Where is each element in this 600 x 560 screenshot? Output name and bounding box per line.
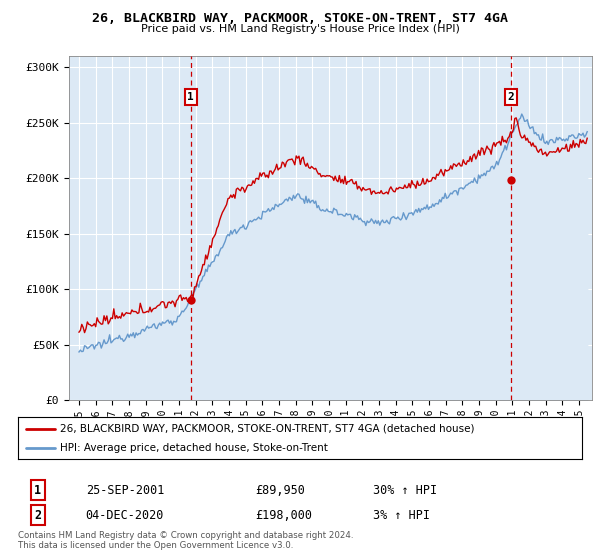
Text: 30% ↑ HPI: 30% ↑ HPI [373,483,437,497]
Text: 04-DEC-2020: 04-DEC-2020 [86,508,164,522]
Text: Contains HM Land Registry data © Crown copyright and database right 2024.
This d: Contains HM Land Registry data © Crown c… [18,531,353,550]
Text: 1: 1 [187,92,194,102]
Text: 25-SEP-2001: 25-SEP-2001 [86,483,164,497]
Text: 2: 2 [508,92,514,102]
Text: HPI: Average price, detached house, Stoke-on-Trent: HPI: Average price, detached house, Stok… [60,443,328,453]
Text: 2: 2 [34,508,41,522]
Text: 3% ↑ HPI: 3% ↑ HPI [373,508,430,522]
Text: 1: 1 [34,483,41,497]
Text: £198,000: £198,000 [255,508,312,522]
Text: 26, BLACKBIRD WAY, PACKMOOR, STOKE-ON-TRENT, ST7 4GA: 26, BLACKBIRD WAY, PACKMOOR, STOKE-ON-TR… [92,12,508,25]
Text: £89,950: £89,950 [255,483,305,497]
Text: Price paid vs. HM Land Registry's House Price Index (HPI): Price paid vs. HM Land Registry's House … [140,24,460,34]
Text: 26, BLACKBIRD WAY, PACKMOOR, STOKE-ON-TRENT, ST7 4GA (detached house): 26, BLACKBIRD WAY, PACKMOOR, STOKE-ON-TR… [60,423,475,433]
